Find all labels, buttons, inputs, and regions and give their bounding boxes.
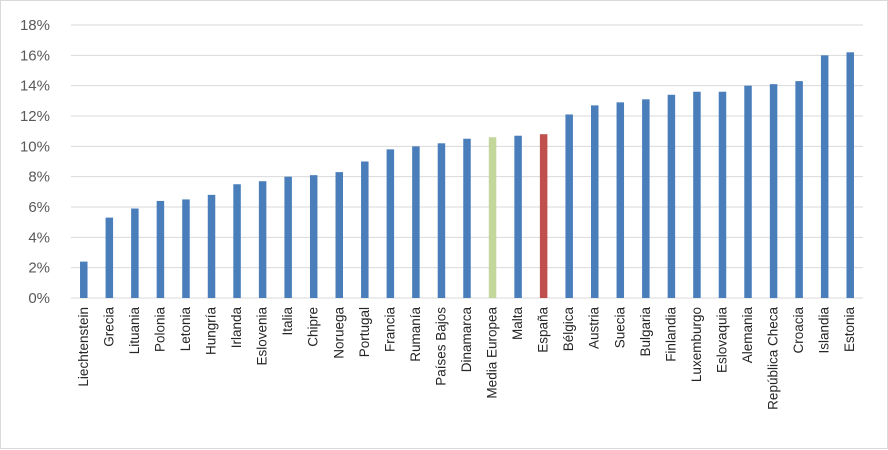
x-tick-label: Finlandia [663, 307, 678, 362]
y-tick-label: 12% [20, 108, 50, 125]
bar [769, 84, 778, 299]
bar [437, 143, 446, 298]
bar [846, 52, 854, 298]
bar [309, 175, 318, 298]
bar [616, 102, 625, 298]
x-tick-label: Bulgaria [638, 307, 653, 357]
x-tick-label: Luxemburgo [689, 307, 704, 382]
y-axis-ticks: 0% 2% 4% 6% 8% 10% 12% 14% 16% 18% [20, 17, 50, 307]
bar [412, 146, 420, 298]
x-tick-label: Lituania [127, 307, 142, 355]
y-tick-label: 16% [20, 47, 50, 64]
x-tick-label: Alemania [740, 307, 755, 364]
x-tick-label: Letonia [178, 307, 193, 352]
x-tick-label: España [536, 307, 551, 353]
bar [233, 184, 241, 298]
bars [80, 52, 854, 299]
bar [131, 208, 139, 298]
x-tick-label: República Checa [766, 307, 781, 410]
bar [514, 135, 522, 298]
x-tick-label: Francia [382, 307, 397, 353]
x-tick-label: Irlanda [229, 307, 244, 349]
bar [795, 81, 803, 298]
bar [105, 217, 114, 298]
x-tick-label: Liechtenstein [76, 307, 91, 387]
x-tick-label: Rumanía [408, 307, 423, 362]
x-tick-label: Dinamarca [459, 307, 474, 373]
x-tick-label: Grecia [101, 307, 116, 347]
x-tick-label: Islandia [817, 307, 832, 354]
x-tick-label: Bélgica [561, 307, 576, 352]
y-tick-label: 10% [20, 138, 50, 155]
x-tick-label: Croacia [791, 307, 806, 354]
x-tick-label: Austria [587, 307, 602, 350]
bar [744, 85, 752, 299]
x-tick-label: Suecia [612, 307, 627, 349]
x-tick-label: Noruega [331, 307, 346, 359]
x-tick-label: Eslovenia [255, 307, 270, 366]
x-tick-label: Polonia [152, 307, 167, 353]
bar [590, 105, 599, 298]
y-tick-label: 0% [28, 290, 50, 307]
bar [258, 181, 267, 298]
y-tick-label: 18% [20, 17, 50, 34]
y-tick-label: 4% [28, 229, 50, 246]
bar [693, 91, 701, 298]
bar [182, 199, 190, 298]
y-tick-label: 8% [28, 169, 50, 186]
bar [463, 138, 471, 298]
bar [667, 94, 676, 299]
bar [820, 55, 829, 299]
x-tick-label: Eslovaquia [714, 307, 729, 374]
y-tick-label: 2% [28, 260, 50, 277]
bar [565, 114, 573, 298]
bar [539, 134, 548, 298]
bar [386, 149, 395, 298]
bar [361, 161, 369, 298]
y-tick-label: 6% [28, 199, 50, 216]
y-tick-label: 14% [20, 78, 50, 95]
x-axis-labels: Liechtenstein Grecia Lituania Polonia Letoni… [76, 307, 857, 410]
bar [156, 200, 165, 298]
bar [207, 194, 216, 298]
x-tick-label: Estonia [842, 307, 857, 353]
x-tick-label: Hungría [204, 307, 219, 356]
bar [80, 261, 88, 298]
x-tick-label: Malta [510, 307, 525, 341]
bar [642, 99, 650, 298]
x-tick-label: Chipre [306, 307, 321, 347]
x-tick-label: Italia [280, 307, 295, 336]
x-tick-label: Países Bajos [433, 307, 448, 386]
bar [718, 91, 727, 298]
x-tick-label: Portugal [357, 307, 372, 357]
bar [488, 137, 497, 298]
bar [335, 172, 344, 298]
x-tick-label: Media Europea [485, 307, 500, 399]
bar [284, 176, 292, 298]
